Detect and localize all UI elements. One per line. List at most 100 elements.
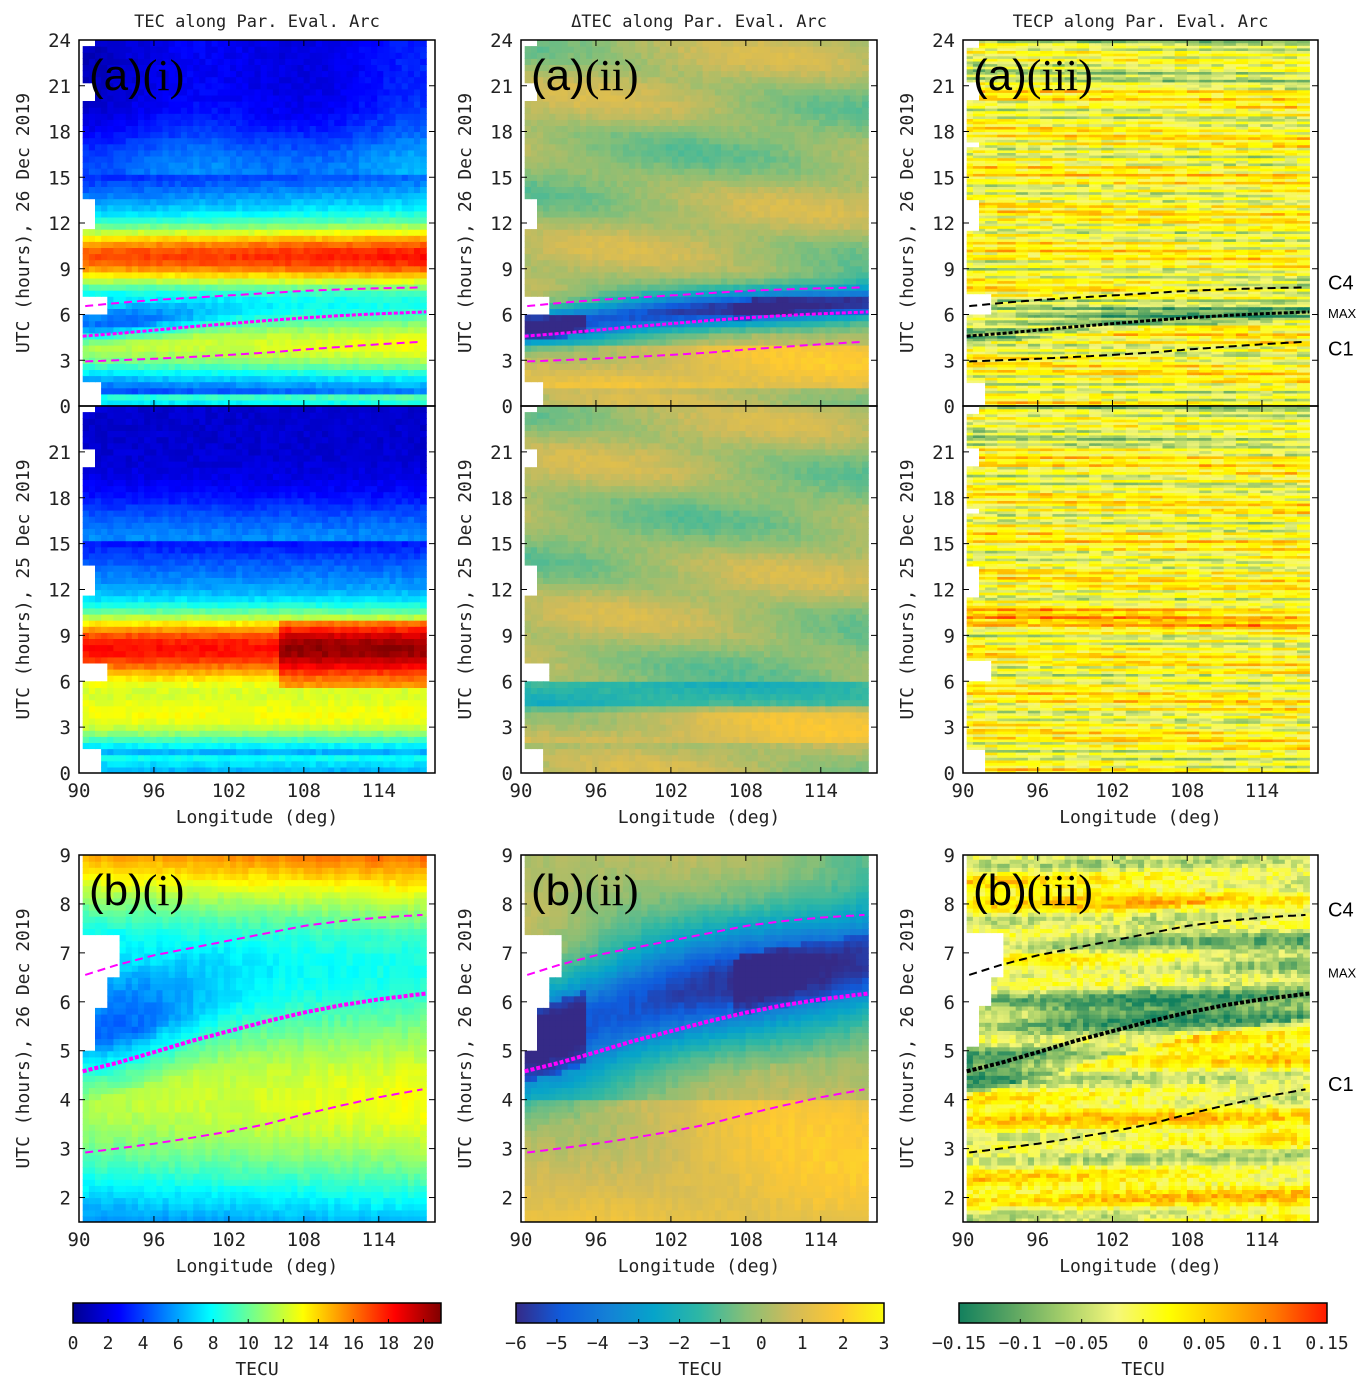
heatmap-cell: [524, 345, 532, 352]
heatmap-cell: [420, 259, 427, 267]
heatmap-cell: [248, 88, 256, 96]
heatmap-cell: [352, 229, 360, 236]
heatmap-cell: [272, 82, 280, 90]
heatmap-cell: [524, 314, 532, 322]
heatmap-cell: [659, 302, 667, 309]
heatmap-cell: [358, 58, 366, 65]
heatmap-cell: [156, 357, 164, 364]
heatmap-cell: [119, 332, 127, 340]
heatmap-cell: [168, 357, 176, 364]
heatmap-cell: [223, 40, 231, 47]
heatmap-cell: [837, 308, 845, 316]
heatmap-cell: [291, 277, 298, 285]
heatmap-cell: [862, 332, 869, 340]
heatmap-cell: [776, 265, 783, 273]
heatmap-cell: [764, 308, 771, 316]
heatmap-cell: [549, 314, 556, 322]
heatmap-cell: [641, 375, 648, 383]
heatmap-cell: [248, 70, 256, 78]
heatmap-cell: [352, 198, 360, 206]
heatmap-cell: [236, 216, 243, 224]
heatmap-cell: [849, 271, 857, 279]
heatmap-cell: [131, 210, 139, 218]
heatmap-cell: [395, 210, 403, 218]
heatmap-cell: [187, 320, 194, 328]
heatmap-cell: [727, 320, 734, 328]
heatmap-cell: [193, 131, 200, 139]
heatmap-cell: [248, 296, 256, 303]
heatmap-cell: [138, 149, 145, 157]
heatmap-cell: [272, 375, 280, 383]
heatmap-cell: [352, 381, 360, 389]
heatmap-cell: [315, 216, 323, 224]
heatmap-cell: [315, 387, 323, 395]
heatmap-cell: [162, 277, 170, 285]
heatmap-cell: [260, 40, 268, 47]
heatmap-cell: [696, 223, 704, 230]
heatmap-cell: [174, 259, 182, 267]
heatmap-cell: [770, 253, 777, 261]
heatmap-cell: [690, 345, 698, 352]
heatmap-cell: [162, 46, 170, 53]
heatmap-cell: [407, 162, 415, 169]
heatmap-cell: [334, 399, 341, 406]
heatmap-cell: [806, 387, 814, 395]
heatmap-cell: [107, 399, 114, 406]
heatmap-cell: [303, 210, 311, 218]
heatmap-cell: [285, 198, 292, 206]
heatmap-cell: [193, 46, 200, 53]
heatmap-cell: [414, 155, 421, 163]
heatmap-cell: [598, 369, 606, 377]
heatmap-cell: [586, 326, 593, 334]
heatmap-cell: [297, 58, 305, 65]
heatmap-cell: [315, 143, 323, 151]
heatmap-cell: [346, 253, 354, 261]
heatmap-cell: [174, 363, 182, 370]
heatmap-cell: [610, 229, 618, 236]
heatmap-cell: [672, 271, 679, 279]
heatmap-cell: [635, 229, 642, 236]
heatmap-cell: [678, 277, 685, 285]
heatmap-cell: [138, 247, 145, 255]
heatmap-cell: [236, 192, 243, 200]
heatmap-cell: [82, 192, 90, 200]
heatmap-cell: [825, 277, 832, 285]
heatmap-cell: [635, 369, 642, 377]
heatmap-cell: [236, 375, 243, 383]
heatmap-cell: [678, 345, 685, 352]
heatmap-cell: [770, 241, 777, 248]
heatmap-cell: [604, 314, 612, 322]
heatmap-cell: [230, 338, 237, 346]
heatmap-cell: [95, 363, 102, 370]
heatmap-cell: [708, 253, 716, 261]
heatmap-cell: [291, 357, 298, 364]
heatmap-cell: [156, 107, 164, 114]
heatmap-cell: [230, 107, 237, 114]
heatmap-cell: [309, 64, 317, 72]
heatmap-cell: [193, 375, 200, 383]
heatmap-cell: [616, 351, 624, 358]
heatmap-cell: [260, 64, 268, 72]
heatmap-cell: [696, 314, 704, 322]
heatmap-cell: [377, 40, 384, 47]
heatmap-cell: [254, 351, 262, 358]
heatmap-cell: [266, 192, 274, 200]
heatmap-cell: [230, 265, 237, 273]
heatmap-cell: [113, 204, 121, 212]
heatmap-cell: [82, 247, 90, 255]
heatmap-cell: [567, 381, 575, 389]
heatmap-cell: [524, 369, 532, 377]
heatmap-cell: [825, 259, 832, 267]
heatmap-cell: [678, 223, 685, 230]
heatmap-cell: [174, 88, 182, 96]
heatmap-cell: [119, 253, 127, 261]
heatmap-cell: [95, 314, 102, 322]
heatmap-cell: [530, 338, 538, 346]
heatmap-cell: [150, 216, 157, 224]
heatmap-cell: [782, 357, 790, 364]
heatmap-cell: [168, 168, 176, 175]
heatmap-cell: [549, 247, 556, 255]
y-tick-label: 9: [60, 259, 71, 281]
heatmap-cell: [144, 381, 151, 389]
heatmap-cell: [187, 235, 194, 242]
